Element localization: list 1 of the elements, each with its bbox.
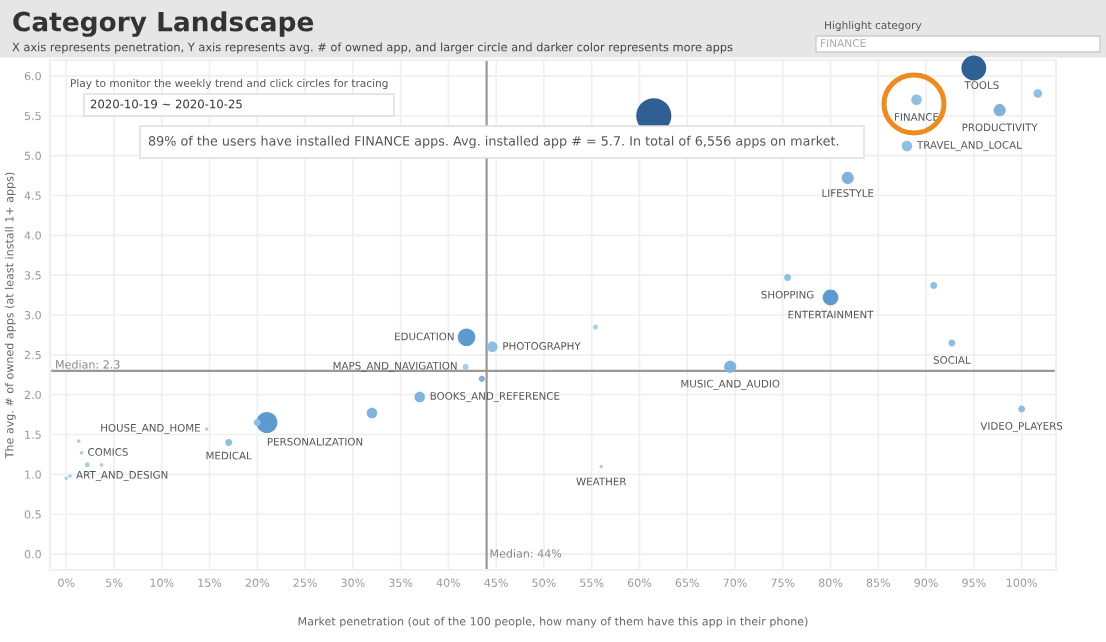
chart-title: Category Landscape bbox=[13, 11, 314, 37]
